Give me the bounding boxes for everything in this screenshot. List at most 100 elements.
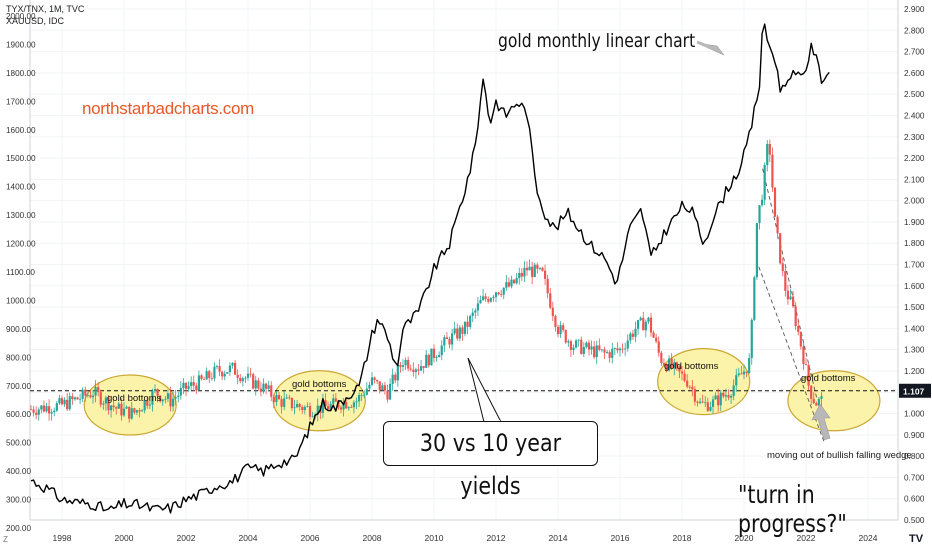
yield-candle-body — [298, 404, 301, 407]
yield-candle-body — [71, 396, 74, 400]
yield-candle-body — [259, 388, 263, 392]
right-tick-1.500: 1.500 — [904, 303, 925, 312]
yield-candle-body — [236, 374, 239, 378]
yield-candle-body — [262, 383, 265, 392]
yield-candle-body — [215, 366, 219, 367]
yield-candle-body — [572, 347, 575, 350]
yield-candle-body — [476, 303, 480, 311]
yield-candle-body — [569, 341, 573, 350]
yield-candle-body — [94, 387, 97, 396]
yield-candle-body — [401, 365, 405, 367]
yield-candle-body — [184, 382, 188, 389]
yield-candle-body — [611, 348, 614, 358]
yield-candle-body — [337, 401, 340, 408]
yield-candle-body — [190, 382, 193, 387]
yield-candle-body — [748, 358, 751, 373]
x-tick-2006: 2006 — [301, 533, 320, 543]
yield-candle-body — [696, 401, 699, 403]
yield-candle-body — [621, 348, 624, 350]
right-tick-2.800: 2.800 — [904, 26, 925, 35]
yield-candle-body — [427, 354, 430, 366]
yield-candle-body — [285, 397, 288, 399]
right-tick-1.600: 1.600 — [904, 282, 925, 291]
right-tick-0.900: 0.900 — [904, 431, 925, 440]
yield-candle-body — [487, 299, 490, 302]
yield-candle-body — [228, 365, 232, 373]
right-tick-2.300: 2.300 — [904, 133, 925, 142]
yield-candle-body — [197, 375, 201, 391]
gold-bottoms-label-2: gold bottoms — [292, 379, 347, 390]
yield-candle-body — [450, 333, 454, 345]
yield-candle-body — [432, 348, 436, 358]
yield-candle-body — [667, 358, 671, 371]
yield-candle-body — [414, 369, 418, 372]
watermark-text: northstarbadcharts.com — [82, 99, 254, 118]
wedge-upper-line — [762, 168, 818, 399]
yield-candle-body — [802, 346, 805, 365]
left-tick-400.00: 400.00 — [6, 467, 31, 476]
yield-candle-body — [37, 409, 40, 415]
left-tick-1400.00: 1400.00 — [6, 183, 36, 192]
yield-candle-body — [791, 296, 795, 307]
yield-candle-body — [649, 317, 653, 333]
yield-candle-body — [47, 406, 51, 414]
yield-candle-body — [536, 264, 539, 269]
yield-candle-body — [528, 266, 531, 271]
yield-candle-body — [657, 341, 660, 353]
yield-candle-body — [639, 317, 642, 321]
left-tick-700.00: 700.00 — [6, 382, 31, 391]
right-tick-0.700: 0.700 — [904, 473, 925, 482]
yield-candle-body — [745, 371, 748, 373]
yield-candle-body — [166, 393, 170, 399]
yield-candle-body — [365, 388, 368, 395]
yield-candle-body — [779, 233, 782, 264]
x-tick-2018: 2018 — [673, 533, 692, 543]
yield-candle-body — [40, 405, 43, 410]
yield-candle-body — [53, 410, 56, 413]
yield-candle-body — [624, 348, 627, 350]
yield-candle-body — [257, 380, 260, 389]
tradingview-logo: TV — [909, 533, 924, 545]
yield-candle-body — [608, 352, 611, 358]
yield-candle-body — [177, 395, 180, 398]
yield-candle-body — [804, 364, 808, 365]
yield-candle-body — [109, 405, 113, 411]
yield-candle-body — [618, 348, 622, 351]
yield-candle-body — [138, 410, 141, 412]
yield-candle-body — [453, 328, 456, 334]
yield-candle-body — [440, 345, 443, 356]
left-tick-1900.00: 1900.00 — [6, 40, 36, 49]
yield-candle-body — [332, 398, 335, 404]
yield-candle-body — [750, 319, 753, 359]
yield-candle-body — [301, 406, 304, 411]
yield-candle-body — [541, 267, 544, 271]
left-tick-1000.00: 1000.00 — [6, 296, 36, 305]
yield-candle-body — [306, 406, 309, 407]
yield-candle-body — [815, 402, 818, 406]
yield-candle-body — [474, 310, 477, 313]
yield-candle-body — [148, 404, 151, 406]
yield-candle-body — [409, 368, 412, 370]
yield-candle-body — [727, 395, 730, 398]
yield-candle-body — [202, 378, 206, 380]
wedge-lower-line — [755, 260, 826, 444]
yield-candle-body — [78, 398, 82, 400]
yield-candle-body — [758, 205, 761, 224]
right-tick-1.400: 1.400 — [904, 324, 925, 333]
yield-candle-body — [283, 398, 286, 407]
yield-candle-body — [151, 391, 154, 405]
right-tick-1.200: 1.200 — [904, 367, 925, 376]
left-tick-1700.00: 1700.00 — [6, 97, 36, 106]
left-tick-1100.00: 1100.00 — [6, 268, 35, 277]
right-tick-1.900: 1.900 — [904, 218, 925, 227]
yield-candle-body — [797, 326, 800, 332]
current-value-badge — [899, 383, 931, 398]
yield-candle-body — [593, 346, 596, 358]
yield-candle-body — [293, 407, 296, 409]
left-tick-300.00: 300.00 — [6, 496, 31, 505]
yield-candle-body — [394, 374, 397, 381]
yield-candle-body — [388, 383, 392, 400]
yield-candle-body — [613, 348, 616, 350]
yield-candle-body — [419, 366, 423, 371]
